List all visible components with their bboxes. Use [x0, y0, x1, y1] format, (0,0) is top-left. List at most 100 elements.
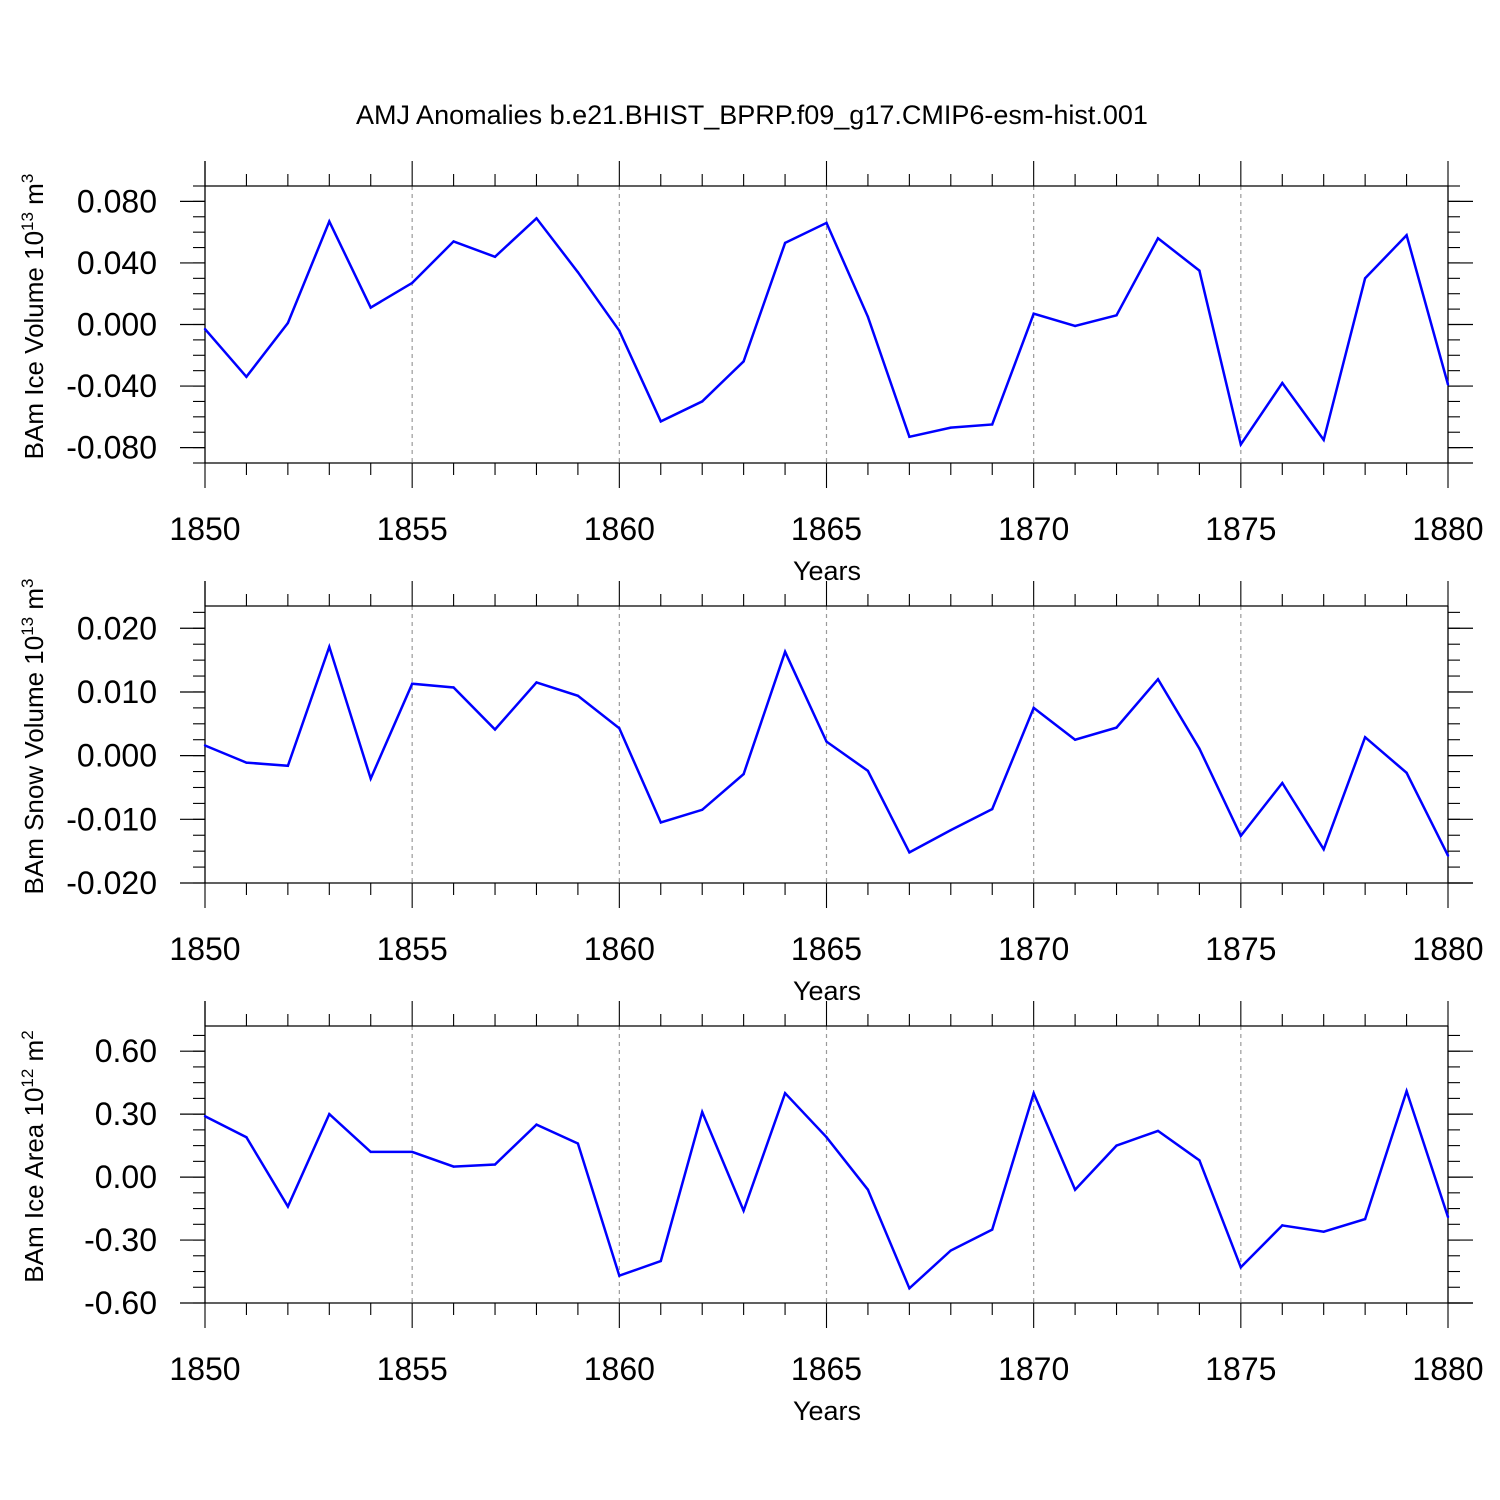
data-point — [1405, 1089, 1408, 1093]
data-point — [783, 1091, 787, 1095]
x-tick-label: 1880 — [1412, 1351, 1483, 1387]
y-axis-label-exponent: 12 — [18, 1069, 37, 1088]
data-point — [866, 315, 870, 319]
data-point — [203, 1115, 207, 1118]
x-tick-label: 1870 — [998, 511, 1069, 547]
data-point — [576, 694, 580, 697]
y-tick-label: 0.000 — [77, 738, 157, 774]
x-tick-label: 1875 — [1205, 931, 1276, 967]
data-point — [991, 807, 994, 811]
data-point — [1115, 726, 1118, 729]
x-tick-label: 1860 — [584, 511, 655, 547]
data-point — [1073, 1188, 1077, 1191]
data-point — [1281, 1224, 1284, 1227]
data-point — [742, 1209, 745, 1212]
data-point — [1322, 438, 1325, 442]
data-point — [1156, 678, 1160, 681]
data-point — [286, 1205, 290, 1208]
data-point — [245, 1136, 248, 1139]
data-point — [493, 1163, 497, 1166]
data-point — [659, 821, 662, 824]
x-tick-label: 1865 — [791, 1351, 862, 1387]
y-tick-label: 0.020 — [77, 610, 157, 646]
data-point — [203, 327, 207, 331]
chart-panels: 1850 1855 1860 1865 1870 1875 1880 -0.080 -0.040… — [18, 161, 1484, 1426]
data-point — [535, 217, 538, 220]
y-axis-label: BAm Ice Volume 1013 m3 — [18, 174, 49, 460]
y-axis-label-unit: m — [19, 588, 49, 617]
data-point — [1446, 1215, 1450, 1219]
y-tick-label: 0.010 — [77, 674, 157, 710]
data-point — [203, 744, 207, 747]
x-tick-label: 1870 — [998, 931, 1069, 967]
chart-panel-1: 1850 1855 1860 1865 1870 1875 1880 -0.080 -0.040… — [18, 161, 1484, 586]
data-point — [991, 423, 994, 426]
data-point — [825, 740, 828, 743]
data-point — [1239, 1266, 1243, 1269]
y-axis-label-text: BAm Ice Area 10 — [19, 1088, 49, 1283]
data-point — [1032, 312, 1035, 315]
data-point — [701, 400, 704, 403]
chart-title: AMJ Anomalies b.e21.BHIST_BPRP.f09_g17.C… — [356, 100, 1148, 130]
data-point — [742, 360, 745, 363]
y-axis-label-exponent: 13 — [18, 617, 37, 636]
x-tick-label: 1860 — [584, 1351, 655, 1387]
chart-panel-2: 1850 1855 1860 1865 1870 1875 1880 -0.020 -0.010… — [18, 579, 1484, 1006]
y-tick-label: -0.080 — [66, 430, 157, 466]
data-point — [328, 645, 331, 648]
y-axis-label-unit-exponent: 3 — [18, 579, 37, 588]
x-tick-label: 1855 — [377, 511, 448, 547]
x-tick-label: 1875 — [1205, 511, 1276, 547]
data-point — [1446, 383, 1450, 386]
data-point — [866, 1188, 870, 1191]
data-point — [1446, 854, 1450, 857]
y-axis-label-unit: m — [19, 1040, 49, 1069]
y-tick-label: 0.30 — [95, 1096, 157, 1132]
x-tick-label: 1875 — [1205, 1351, 1276, 1387]
data-point — [908, 1287, 911, 1290]
data-point — [493, 728, 497, 731]
data-point — [1198, 1159, 1201, 1162]
data-point — [825, 221, 828, 225]
data-point — [618, 329, 621, 332]
data-point — [1073, 738, 1077, 741]
data-point — [1281, 381, 1284, 385]
data-point — [783, 650, 787, 654]
data-point — [949, 828, 952, 832]
y-axis-label-text: BAm Snow Volume 10 — [19, 636, 49, 895]
data-point — [1198, 747, 1201, 750]
data-point — [659, 420, 662, 423]
data-point — [991, 1228, 994, 1231]
x-tick-label: 1855 — [377, 1351, 448, 1387]
data-point — [1032, 1091, 1035, 1095]
y-tick-label: 0.00 — [95, 1159, 157, 1195]
y-tick-label: -0.30 — [84, 1222, 157, 1258]
data-point — [908, 851, 911, 854]
data-point — [535, 681, 538, 684]
data-point — [949, 1249, 952, 1252]
data-point — [783, 241, 787, 245]
x-tick-label: 1880 — [1412, 511, 1483, 547]
data-point — [618, 1274, 621, 1277]
y-axis-label: BAm Snow Volume 1013 m3 — [18, 579, 49, 895]
data-point — [452, 686, 455, 689]
data-point — [1363, 1217, 1367, 1221]
data-point — [1032, 706, 1035, 710]
data-point — [1363, 277, 1367, 280]
data-point — [742, 772, 745, 776]
data-point — [1322, 1230, 1325, 1233]
y-tick-label: -0.020 — [66, 865, 157, 901]
y-axis-label-exponent: 13 — [18, 212, 37, 231]
x-tick-label: 1850 — [169, 511, 240, 547]
data-point — [535, 1123, 538, 1126]
data-point — [452, 1165, 455, 1168]
x-axis-label: Years — [793, 1396, 861, 1426]
chart-panel-3: 1850 1855 1860 1865 1870 1875 1880 -0.60 -0.30 0.… — [18, 1001, 1484, 1426]
y-axis-label-text: BAm Ice Volume 10 — [19, 231, 49, 459]
data-point — [245, 375, 248, 379]
data-point — [908, 435, 911, 439]
data-point — [949, 426, 952, 429]
y-tick-label: 0.080 — [77, 183, 157, 219]
data-point — [1322, 848, 1325, 851]
